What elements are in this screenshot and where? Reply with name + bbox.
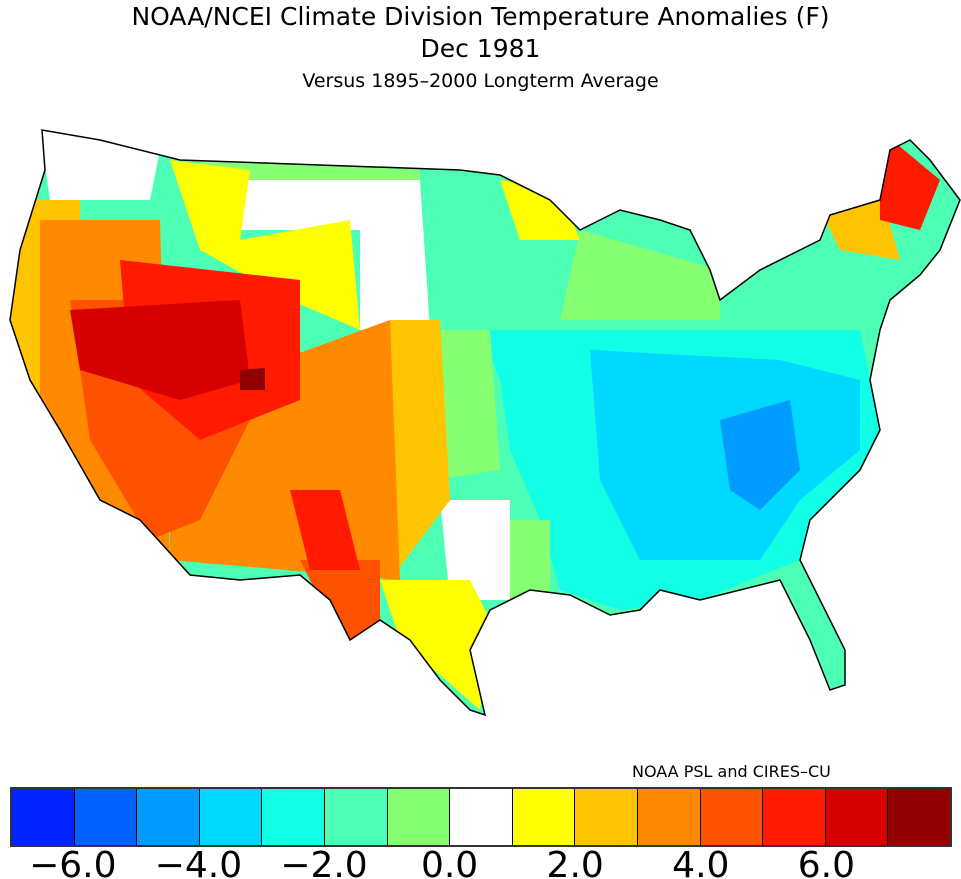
colorbar-swatch	[637, 789, 701, 845]
colorbar-swatch	[763, 789, 826, 845]
colorbar-swatch	[512, 789, 576, 845]
colorbar-tick-label: 6.0	[797, 845, 856, 879]
anomaly-region-plus7	[240, 368, 265, 390]
colorbar-swatch	[387, 789, 451, 845]
colorbar-swatch	[262, 789, 325, 845]
colorbar-swatch	[700, 789, 764, 845]
colorbar	[10, 787, 952, 847]
colorbar-swatch	[825, 789, 889, 845]
colorbar-swatch	[12, 789, 75, 845]
anomaly-region-plus1	[380, 580, 490, 710]
anomaly-region-minus1	[560, 230, 720, 320]
colorbar-swatch	[450, 789, 513, 845]
colorbar-swatch	[199, 789, 263, 845]
colorbar-swatch	[888, 789, 950, 845]
anomaly-region-zero	[440, 500, 510, 600]
colorbar-tick-label: 0.0	[420, 845, 479, 879]
anomaly-region-plus4	[300, 560, 380, 640]
colorbar-tick-label: −4.0	[154, 845, 243, 879]
colorbar-tick-label: −2.0	[280, 845, 368, 879]
colorbar-swatch	[137, 789, 200, 845]
colorbar-tick-label: 2.0	[546, 845, 604, 879]
colorbar-swatch	[74, 789, 138, 845]
anomaly-region-zero	[220, 180, 430, 330]
map-subtitle: Versus 1895–2000 Longterm Average	[302, 70, 659, 92]
anomaly-region-plus5	[880, 130, 940, 230]
map-title: NOAA/NCEI Climate Division Temperature A…	[131, 2, 830, 31]
anomaly-region-plus6	[70, 300, 250, 400]
anomaly-region-minus5	[720, 400, 800, 510]
anomaly-region-plus1	[170, 160, 360, 330]
us-climate-division-map	[9, 129, 961, 716]
credit-label: NOAA PSL and CIRES–CU	[632, 762, 831, 781]
colorbar-swatch	[324, 789, 388, 845]
colorbar-tick-label: −6.0	[29, 845, 117, 879]
colorbar-swatch	[575, 789, 638, 845]
colorbar-tick-label: 4.0	[672, 845, 730, 879]
map-period: Dec 1981	[420, 34, 541, 63]
anomaly-region-plus5	[290, 490, 360, 570]
